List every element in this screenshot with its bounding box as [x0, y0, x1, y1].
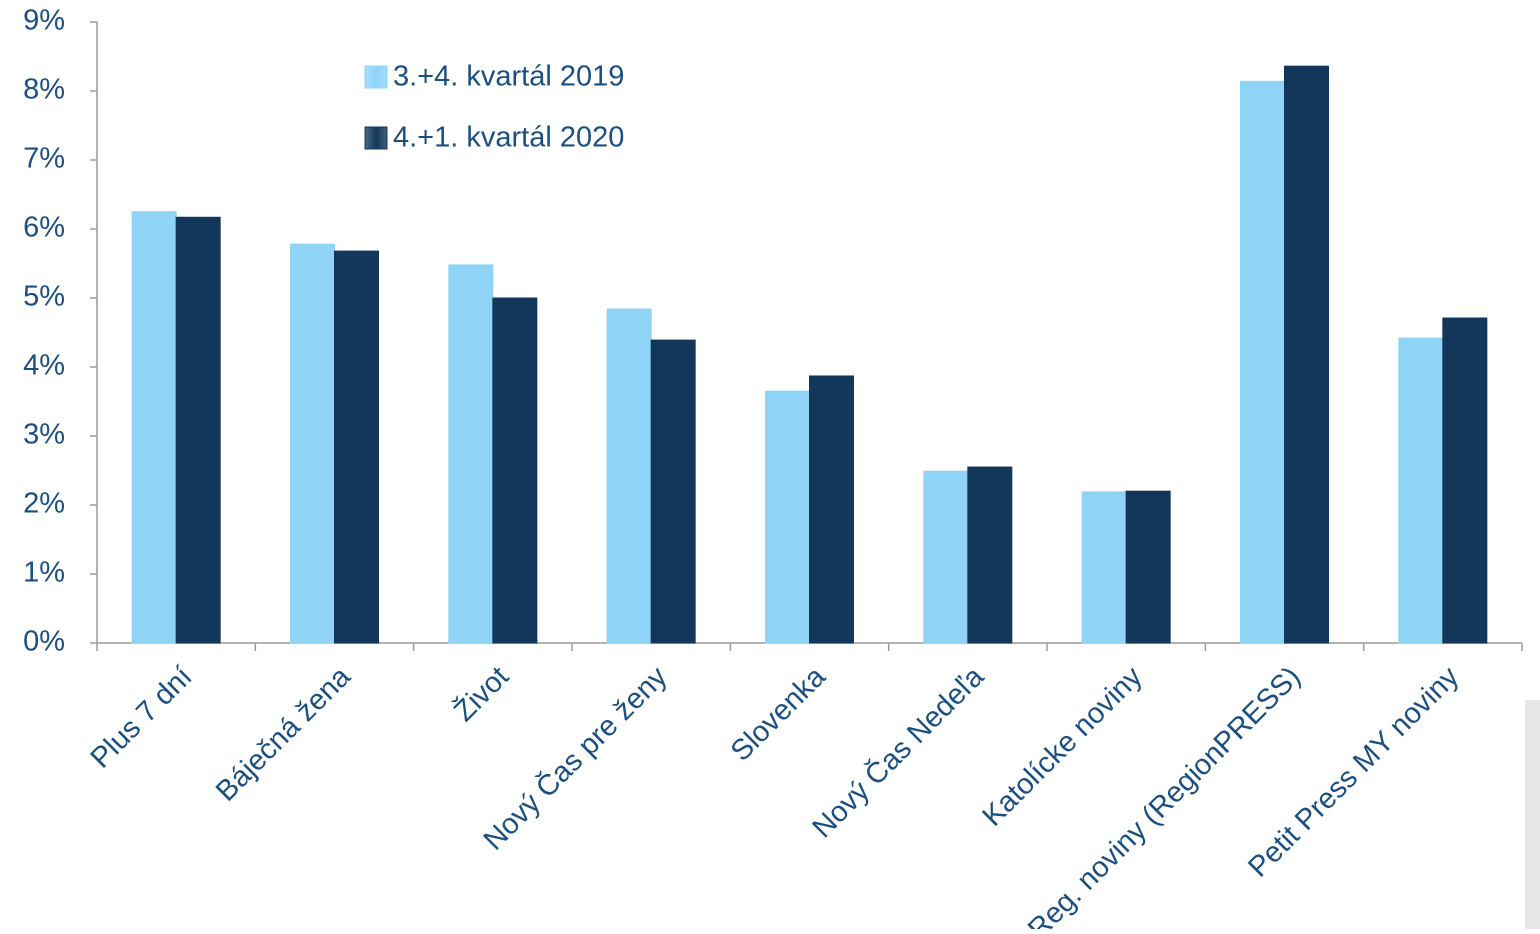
bar: [650, 339, 696, 644]
bar: [1284, 65, 1329, 644]
bar: [1240, 80, 1285, 644]
bar: [290, 243, 335, 644]
x-tick-label: Život: [447, 660, 515, 728]
legend-label: 3.+4. kvartál 2019: [393, 61, 624, 93]
x-tick-label: Katolícke noviny: [977, 660, 1149, 832]
x-tick-label: Nový Čas Nedeľa: [805, 659, 991, 845]
x-tick-label: Slovenka: [725, 660, 833, 768]
bar: [967, 466, 1013, 644]
bar: [1125, 490, 1171, 644]
bar: [809, 375, 854, 644]
side-panel: [1525, 700, 1540, 929]
y-tick-label: 2%: [23, 488, 65, 520]
y-tick-label: 7%: [23, 143, 65, 175]
x-tick-label: Plus 7 dní: [85, 661, 199, 775]
y-tick-label: 3%: [23, 419, 65, 451]
bar: [1442, 317, 1488, 644]
legend-swatch: [364, 126, 388, 150]
bar: [448, 264, 494, 644]
bar: [1081, 491, 1127, 644]
bar: [492, 297, 538, 644]
x-tick-label: Báječná žena: [210, 660, 358, 808]
y-tick-label: 9%: [23, 5, 65, 37]
y-tick-label: 0%: [23, 626, 65, 658]
bar: [175, 216, 221, 644]
y-tick-label: 5%: [23, 281, 65, 313]
bar: [334, 250, 379, 644]
bar: [606, 308, 652, 644]
x-tick-label: Reg. noviny (RegionPRESS): [1022, 661, 1307, 929]
bar: [765, 390, 810, 644]
bar: [923, 470, 969, 644]
y-tick-label: 6%: [23, 212, 65, 244]
y-tick-label: 8%: [23, 74, 65, 106]
y-tick-label: 1%: [23, 557, 65, 589]
bar: [1398, 337, 1444, 644]
y-tick-label: 4%: [23, 350, 65, 382]
legend-swatch: [364, 65, 388, 89]
legend-label: 4.+1. kvartál 2020: [393, 122, 624, 154]
bar: [131, 211, 177, 644]
